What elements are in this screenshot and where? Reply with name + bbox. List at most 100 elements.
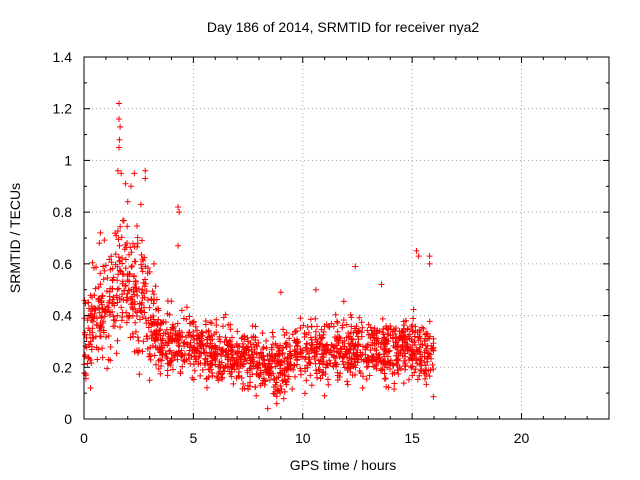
data-point [352,364,359,371]
data-point [83,344,90,351]
data-point [109,265,116,272]
data-point [121,287,128,294]
data-point [352,263,359,270]
data-point [341,343,348,350]
data-point [174,331,181,338]
data-point [119,280,126,287]
data-point [209,372,216,379]
data-point [117,268,124,275]
data-point [143,287,150,294]
data-point [318,351,325,358]
data-point [136,300,143,307]
data-point [379,357,386,364]
data-point [395,335,402,342]
data-point [153,296,160,303]
data-point [172,330,179,337]
data-point [150,300,157,307]
data-point [157,326,164,333]
data-point [301,330,308,337]
data-point [106,297,113,304]
data-point [308,339,315,346]
data-point [322,364,329,371]
data-point [190,376,197,383]
data-point [114,312,121,319]
data-point [340,317,347,324]
data-point [247,339,254,346]
data-point [297,324,304,331]
data-point [275,374,282,381]
data-point [358,356,365,363]
data-point [169,366,176,373]
data-point [283,339,290,346]
data-point [252,323,259,330]
data-point [91,292,98,299]
data-point [204,384,211,391]
data-point [98,314,105,321]
data-point [110,274,117,281]
data-point [116,136,123,143]
data-point [359,343,366,350]
data-point [387,359,394,366]
data-point [260,344,267,351]
data-point [277,383,284,390]
data-point [81,297,88,304]
data-point [400,380,407,387]
x-axis-label: GPS time / hours [290,457,397,473]
data-point [336,333,343,340]
data-point [334,338,341,345]
data-point [270,333,277,340]
data-point [103,288,110,295]
data-point [351,351,358,358]
data-point [370,356,377,363]
data-point [203,349,210,356]
data-point [402,353,409,360]
data-point [304,364,311,371]
data-point [134,234,141,241]
data-point [272,381,279,388]
data-point [383,324,390,331]
data-point [330,363,337,370]
data-point [138,265,145,272]
data-point [379,329,386,336]
data-point [139,268,146,275]
data-point [359,351,366,358]
data-point [131,170,138,177]
data-point [137,201,144,208]
data-point [141,283,148,290]
data-point [409,372,416,379]
data-point [324,341,331,348]
data-point [240,380,247,387]
data-point [277,389,284,396]
data-point [382,347,389,354]
data-point [144,270,151,277]
data-point [366,372,373,379]
data-point [245,386,252,393]
data-point [138,289,145,296]
data-point [284,355,291,362]
data-point [398,365,405,372]
data-point [281,376,288,383]
data-point [118,317,125,324]
data-point [105,332,112,339]
data-point [158,340,165,347]
data-point [155,357,162,364]
data-point [134,292,141,299]
data-point [355,333,362,340]
data-point [118,234,125,241]
data-point [353,323,360,330]
data-point [218,352,225,359]
data-point [212,342,219,349]
data-point [346,333,353,340]
data-point [313,348,320,355]
data-point [128,183,135,190]
data-point [319,368,326,375]
x-tick-label: 5 [189,430,197,446]
data-point [320,331,327,338]
data-point [138,261,145,268]
data-point [194,348,201,355]
data-point [300,322,307,329]
data-point [415,346,422,353]
data-point [131,301,138,308]
data-point [191,367,198,374]
data-point [255,339,262,346]
